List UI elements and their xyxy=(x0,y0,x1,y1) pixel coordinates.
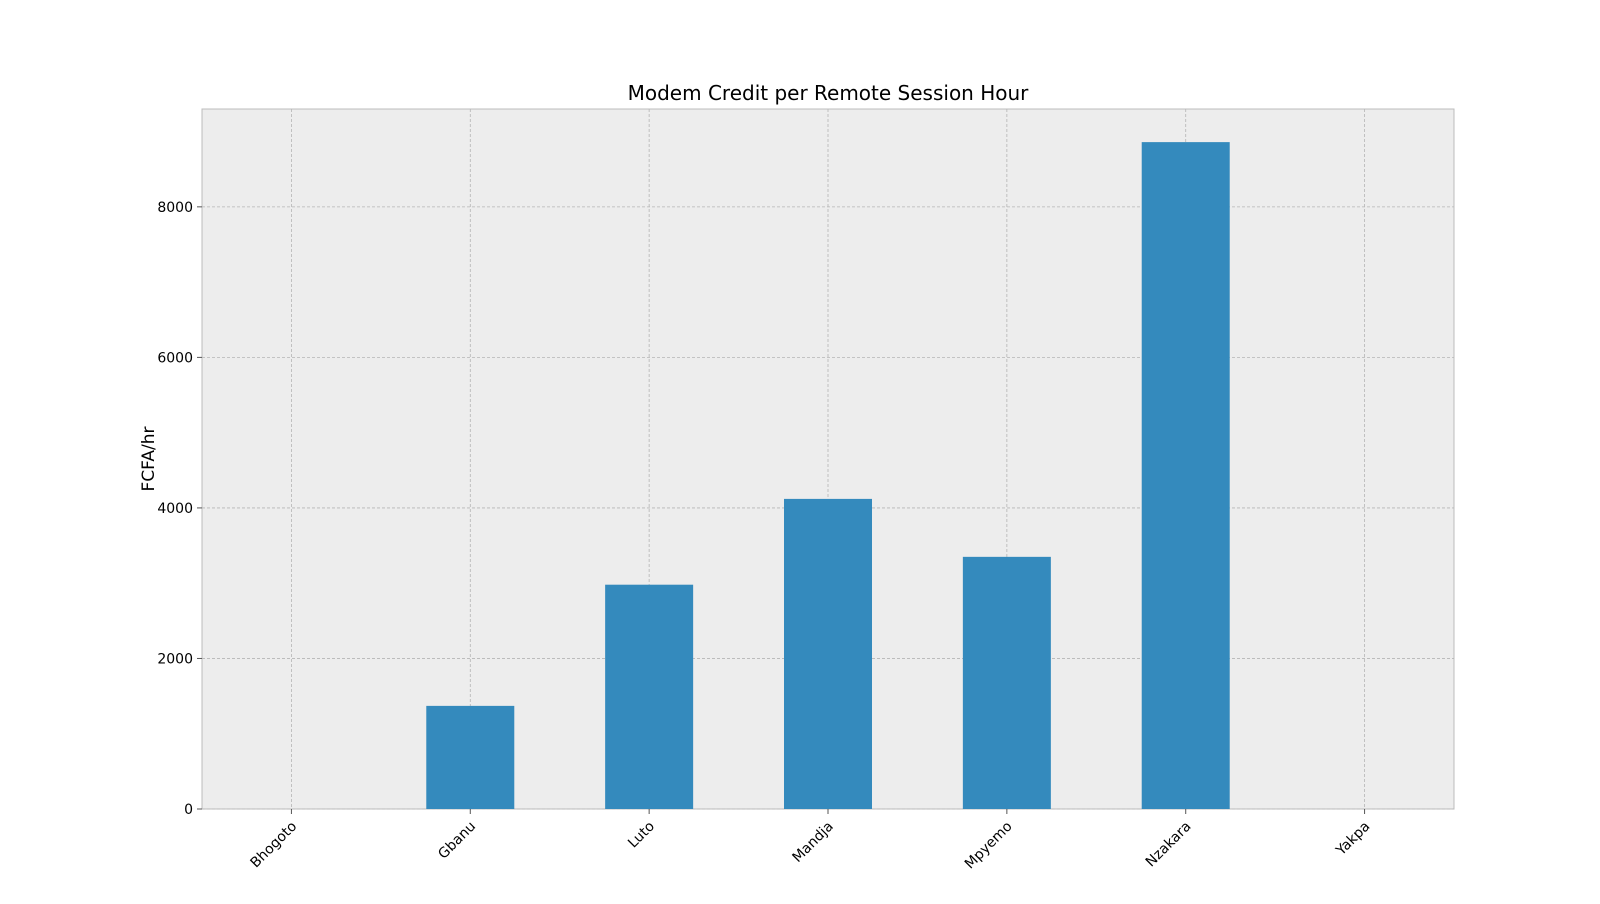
y-tick-label: 0 xyxy=(184,802,193,818)
x-tick-label: Yakpa xyxy=(1333,819,1374,860)
x-tick-label: Nzakara xyxy=(1143,819,1195,871)
bar-mandja xyxy=(784,498,872,809)
bar-mpyemo xyxy=(962,556,1051,809)
y-tick-label: 4000 xyxy=(157,501,193,517)
y-axis-label: FCFA/hr xyxy=(139,427,159,492)
y-tick-label: 2000 xyxy=(157,651,193,667)
chart-title: Modem Credit per Remote Session Hour xyxy=(628,81,1030,105)
x-tick-label: Bhogoto xyxy=(248,819,301,872)
y-tick-label: 8000 xyxy=(157,200,193,216)
x-tick-label: Luto xyxy=(625,819,658,852)
bar-nzakara xyxy=(1141,142,1230,809)
x-tick-label: Gbanu xyxy=(435,819,479,863)
y-tick-label: 6000 xyxy=(157,350,193,366)
bar-luto xyxy=(605,584,694,809)
bars xyxy=(426,142,1230,809)
x-tick-label: Mandja xyxy=(790,819,837,866)
x-tick-label: Mpyemo xyxy=(962,819,1016,873)
bar-gbanu xyxy=(426,705,515,809)
